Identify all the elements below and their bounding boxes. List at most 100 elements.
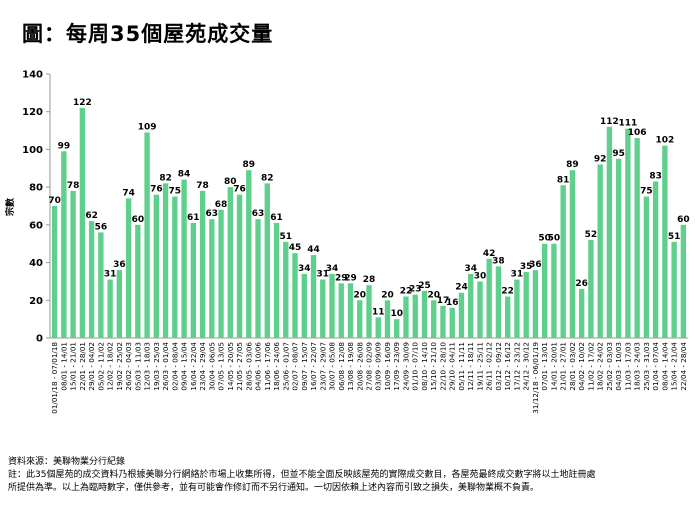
x-tick-label: 01/10 - 07/10 (411, 342, 420, 391)
bar (671, 241, 677, 338)
x-tick-label: 09/04 - 15/04 (180, 342, 189, 391)
bar (144, 132, 150, 338)
bar-value-label: 52 (585, 230, 598, 240)
x-tick-label: 18/03 - 24/03 (633, 342, 642, 391)
bar (51, 206, 58, 338)
bar (88, 221, 95, 338)
bar-value-label: 17 (437, 296, 450, 306)
bar-value-label: 89 (243, 160, 256, 170)
bar-value-label: 51 (668, 232, 681, 242)
bar (246, 170, 252, 338)
bar-value-label: 56 (95, 222, 108, 232)
bar-value-label: 29 (344, 273, 357, 283)
y-tick-label: 100 (22, 145, 43, 156)
bar (597, 164, 603, 338)
x-tick-label: 04/06 - 10/06 (254, 342, 263, 391)
x-tick-label: 10/09 - 16/09 (383, 342, 392, 391)
x-tick-label: 22/01 - 28/01 (78, 342, 87, 391)
bar-value-label: 83 (649, 171, 662, 181)
bar (79, 107, 86, 338)
disclaimer-line-1: 註：此35個屋苑的成交資料乃根據美聯分行網絡於市場上收集所得，但並不能全面反映該… (8, 470, 596, 480)
bar (458, 292, 465, 338)
x-tick-label: 18/02 - 24/02 (596, 342, 605, 391)
bar (384, 300, 391, 338)
bar-value-label: 23 (409, 285, 422, 295)
bar (449, 307, 455, 338)
x-tick-label: 22/10 - 28/10 (438, 342, 447, 391)
x-tick-label: 25/02 - 03/03 (605, 342, 614, 391)
bar (301, 273, 307, 338)
bar (218, 209, 224, 338)
x-tick-label: 04/03 - 10/03 (614, 342, 623, 391)
bar (347, 283, 354, 338)
x-tick-label: 30/07 - 05/08 (328, 342, 337, 391)
bar-value-label: 31 (104, 270, 117, 280)
bar (292, 253, 298, 338)
x-tick-label: 23/04 - 29/04 (198, 342, 207, 391)
bar-value-label: 22 (400, 287, 413, 297)
bar-value-label: 74 (122, 188, 135, 198)
x-tick-label: 08/10 - 14/10 (420, 342, 429, 391)
bar (199, 190, 206, 338)
x-tick-label: 02/04 - 08/04 (170, 342, 179, 391)
bar (588, 239, 594, 338)
x-tick-label: 15/01 - 21/01 (69, 342, 78, 391)
x-tick-label: 19/11 - 25/11 (475, 342, 484, 391)
x-tick-label: 19/03 - 25/03 (152, 342, 161, 391)
bar (431, 300, 437, 338)
bar (329, 273, 335, 338)
bar-value-label: 36 (113, 260, 126, 270)
bar-value-label: 31 (511, 270, 524, 280)
x-tick-label: 24/12 - 30/12 (522, 342, 531, 391)
bar-value-labels: 7099781226256313674601097682758461786368… (48, 98, 689, 319)
bar-value-label: 102 (655, 136, 674, 146)
bar (264, 183, 270, 338)
bar (643, 196, 650, 338)
bar-value-label: 63 (206, 209, 219, 219)
bar-value-label: 82 (261, 173, 274, 183)
bar-value-label: 24 (455, 283, 468, 293)
bar (61, 151, 67, 338)
x-tick-label: 25/06 - 01/07 (281, 342, 290, 391)
bar (375, 317, 381, 338)
x-tick-label: 28/05 - 03/06 (244, 342, 253, 391)
x-tick-label: 05/03 - 11/03 (133, 342, 142, 391)
bar-value-label: 34 (464, 264, 477, 274)
bar (394, 319, 400, 338)
x-tick-label: 11/02 - 17/02 (586, 342, 595, 391)
y-tick-label: 140 (22, 70, 43, 81)
bar-value-label: 78 (67, 181, 80, 191)
bar-value-label: 28 (363, 275, 376, 285)
bar-value-label: 62 (85, 211, 98, 221)
bar-value-label: 36 (529, 260, 542, 270)
bar (190, 222, 197, 338)
page-title: 圖：每周35個屋苑成交量 (22, 22, 274, 46)
y-tick-label: 40 (29, 258, 43, 269)
x-tick-label: 21/01 - 27/01 (559, 342, 568, 391)
y-axis-label: 宗數 (4, 197, 16, 216)
bar (569, 170, 576, 338)
x-tick-label: 26/02 - 04/03 (124, 342, 133, 391)
x-tick-label: 24/09 - 30/09 (401, 342, 410, 391)
x-tick-label: 16/07 - 22/07 (309, 342, 318, 391)
bar-value-label: 84 (178, 170, 191, 180)
bar (125, 198, 132, 338)
x-tick-label: 19/02 - 25/02 (115, 342, 124, 391)
x-tick-label: 10/12 - 16/12 (503, 342, 512, 391)
x-tick-label: 03/09 - 09/09 (374, 342, 383, 391)
bar (421, 290, 428, 338)
bar (412, 294, 418, 338)
bar-value-label: 11 (372, 307, 385, 317)
x-tick-label: 07/01 - 13/01 (540, 342, 549, 391)
bar (181, 179, 187, 338)
bar-value-label: 34 (326, 264, 339, 274)
bar-value-label: 35 (520, 262, 533, 272)
x-tick-label: 26/11 - 02/12 (485, 342, 494, 391)
bar-value-label: 63 (252, 209, 265, 219)
bar (172, 196, 178, 338)
bar-value-label: 99 (58, 141, 71, 151)
bar (366, 285, 372, 338)
x-tick-label: 09/07 - 15/07 (300, 342, 309, 391)
footer: 資料來源：美聯物業分行紀錄 註：此35個屋苑的成交資料乃根據美聯分行網絡於市場上… (8, 456, 692, 495)
bar (505, 296, 511, 338)
